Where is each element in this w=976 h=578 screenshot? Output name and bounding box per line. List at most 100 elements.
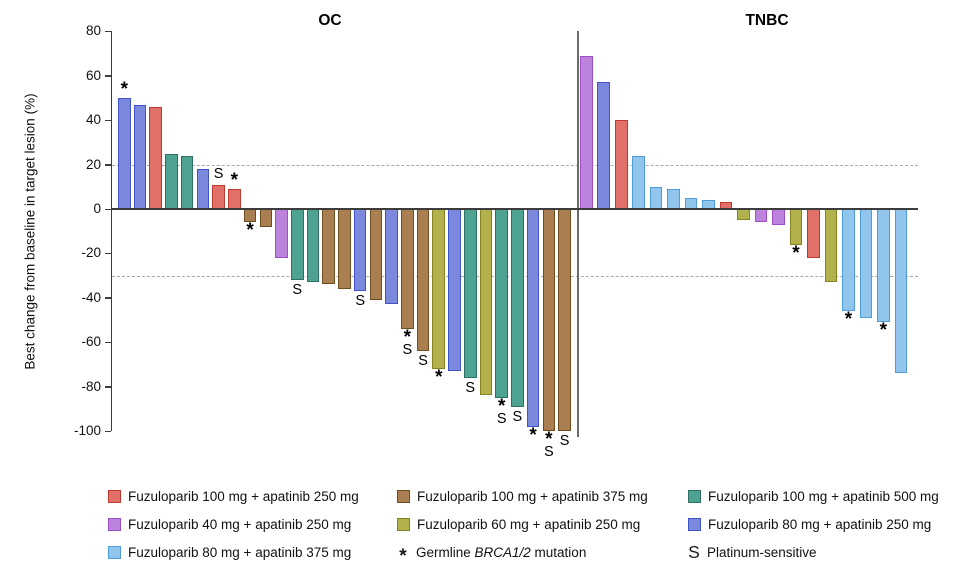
y-axis-tick-label: -20 (81, 245, 101, 261)
bar (448, 209, 461, 372)
bar (228, 189, 241, 209)
y-axis-tick (105, 119, 111, 122)
bar (338, 209, 351, 289)
bar (614, 120, 628, 209)
bar (353, 209, 367, 292)
bar (754, 209, 768, 223)
legend-label: Fuzuloparib 100 mg + apatinib 500 mg (708, 488, 939, 504)
bar (275, 209, 288, 258)
bar (807, 209, 820, 258)
bar (463, 209, 477, 378)
bar-annotation: * (219, 171, 249, 190)
bar (118, 98, 131, 209)
germline-brca-asterisk: * (792, 242, 800, 264)
panel-title-oc: OC (318, 12, 342, 29)
bar-annotation: * (424, 366, 454, 388)
legend-item: Fuzuloparib 60 mg + apatinib 250 mg (397, 512, 640, 536)
y-axis-tick (105, 30, 111, 33)
germline-brca-asterisk: * (435, 366, 443, 388)
y-axis-tick (105, 252, 111, 255)
legend-swatch-olive (397, 517, 410, 531)
bar (180, 155, 194, 209)
y-axis-line (110, 31, 112, 431)
y-axis-tick (105, 386, 111, 388)
platinum-sensitive-s: S (559, 433, 570, 449)
legend-label: Fuzuloparib 80 mg + apatinib 375 mg (128, 544, 352, 560)
bar-annotation: * S (534, 429, 564, 460)
y-axis-tick-label: -80 (81, 378, 101, 394)
bar-annotation: * (235, 220, 265, 242)
bar-annotation: * S (392, 328, 422, 358)
bar (369, 209, 383, 301)
bar (789, 209, 803, 245)
bar (212, 184, 225, 209)
y-axis-tick (105, 164, 111, 166)
germline-brca-asterisk: * (879, 320, 888, 342)
legend-asterisk-symbol: * (399, 545, 407, 567)
bar (479, 209, 493, 396)
bar (526, 209, 540, 427)
bar (649, 186, 663, 209)
y-axis-tick-label: -100 (73, 423, 101, 438)
legend-item: Fuzuloparib 80 mg + apatinib 250 mg (688, 512, 931, 536)
y-axis-tick-label: 20 (85, 156, 101, 172)
platinum-sensitive-s: S (402, 341, 413, 358)
platinum-sensitive-s: S (418, 353, 428, 370)
legend-item: Fuzuloparib 100 mg + apatinib 375 mg (397, 484, 648, 508)
bar-annotation: S (455, 379, 485, 396)
y-axis-tick-label: 60 (85, 67, 101, 83)
bar-annotation: * S (487, 395, 517, 427)
bar-annotation: * (833, 310, 863, 329)
bar (772, 209, 785, 225)
legend-swatch-teal (688, 489, 701, 503)
platinum-sensitive-s: S (213, 165, 224, 182)
bar-annotation: S (204, 165, 234, 182)
legend-label: Germline BRCA1/2 mutation (416, 544, 587, 560)
germline-brca-asterisk: * (545, 429, 553, 450)
platinum-sensitive-s: S (355, 293, 365, 310)
platinum-sensitive-s: S (544, 444, 554, 460)
y-axis-tick (105, 341, 111, 344)
y-axis-tick-label: 0 (93, 201, 101, 216)
legend-item: Fuzuloparib 100 mg + apatinib 500 mg (688, 484, 939, 508)
y-axis-tick (105, 208, 111, 210)
bar-annotation: S (502, 408, 532, 425)
bar-annotation: * (868, 320, 898, 342)
bar (290, 209, 304, 281)
platinum-sensitive-s: S (496, 410, 507, 427)
bar (542, 209, 556, 431)
bar (877, 209, 890, 323)
platinum-sensitive-s: S (512, 408, 523, 425)
legend-swatch-purple (108, 517, 121, 531)
legend-label: Fuzuloparib 60 mg + apatinib 250 mg (417, 516, 641, 532)
reference-line-20 (112, 164, 918, 166)
bar (558, 209, 571, 431)
legend-swatch-red (108, 489, 121, 503)
bar (859, 209, 873, 318)
bar (842, 209, 855, 312)
bar (495, 209, 508, 398)
bar (667, 189, 680, 209)
bar (580, 55, 593, 209)
platinum-sensitive-s: S (292, 282, 303, 299)
legend-label: Fuzuloparib 100 mg + apatinib 250 mg (128, 488, 359, 504)
bar (165, 153, 178, 209)
bar (385, 209, 398, 305)
platinum-sensitive-s: S (465, 379, 476, 396)
legend-label: Platinum-sensitive (707, 544, 817, 560)
germline-brca-asterisk: * (497, 395, 506, 417)
bar (511, 209, 524, 407)
bar (737, 209, 750, 221)
legend-swatch-blue (688, 517, 701, 531)
legend-item: Fuzuloparib 80 mg + apatinib 375 mg (108, 540, 351, 564)
legend-item: * Germline BRCA1/2 mutation (397, 540, 587, 567)
y-axis-tick (105, 430, 111, 432)
panel-divider-line (577, 31, 579, 437)
y-axis-tick-label: -40 (81, 289, 101, 305)
germline-brca-asterisk: * (246, 220, 254, 242)
bar-annotation: * (781, 242, 811, 264)
bar (894, 209, 908, 374)
legend-item: S Platinum-sensitive (688, 540, 817, 564)
zero-baseline (112, 208, 918, 210)
